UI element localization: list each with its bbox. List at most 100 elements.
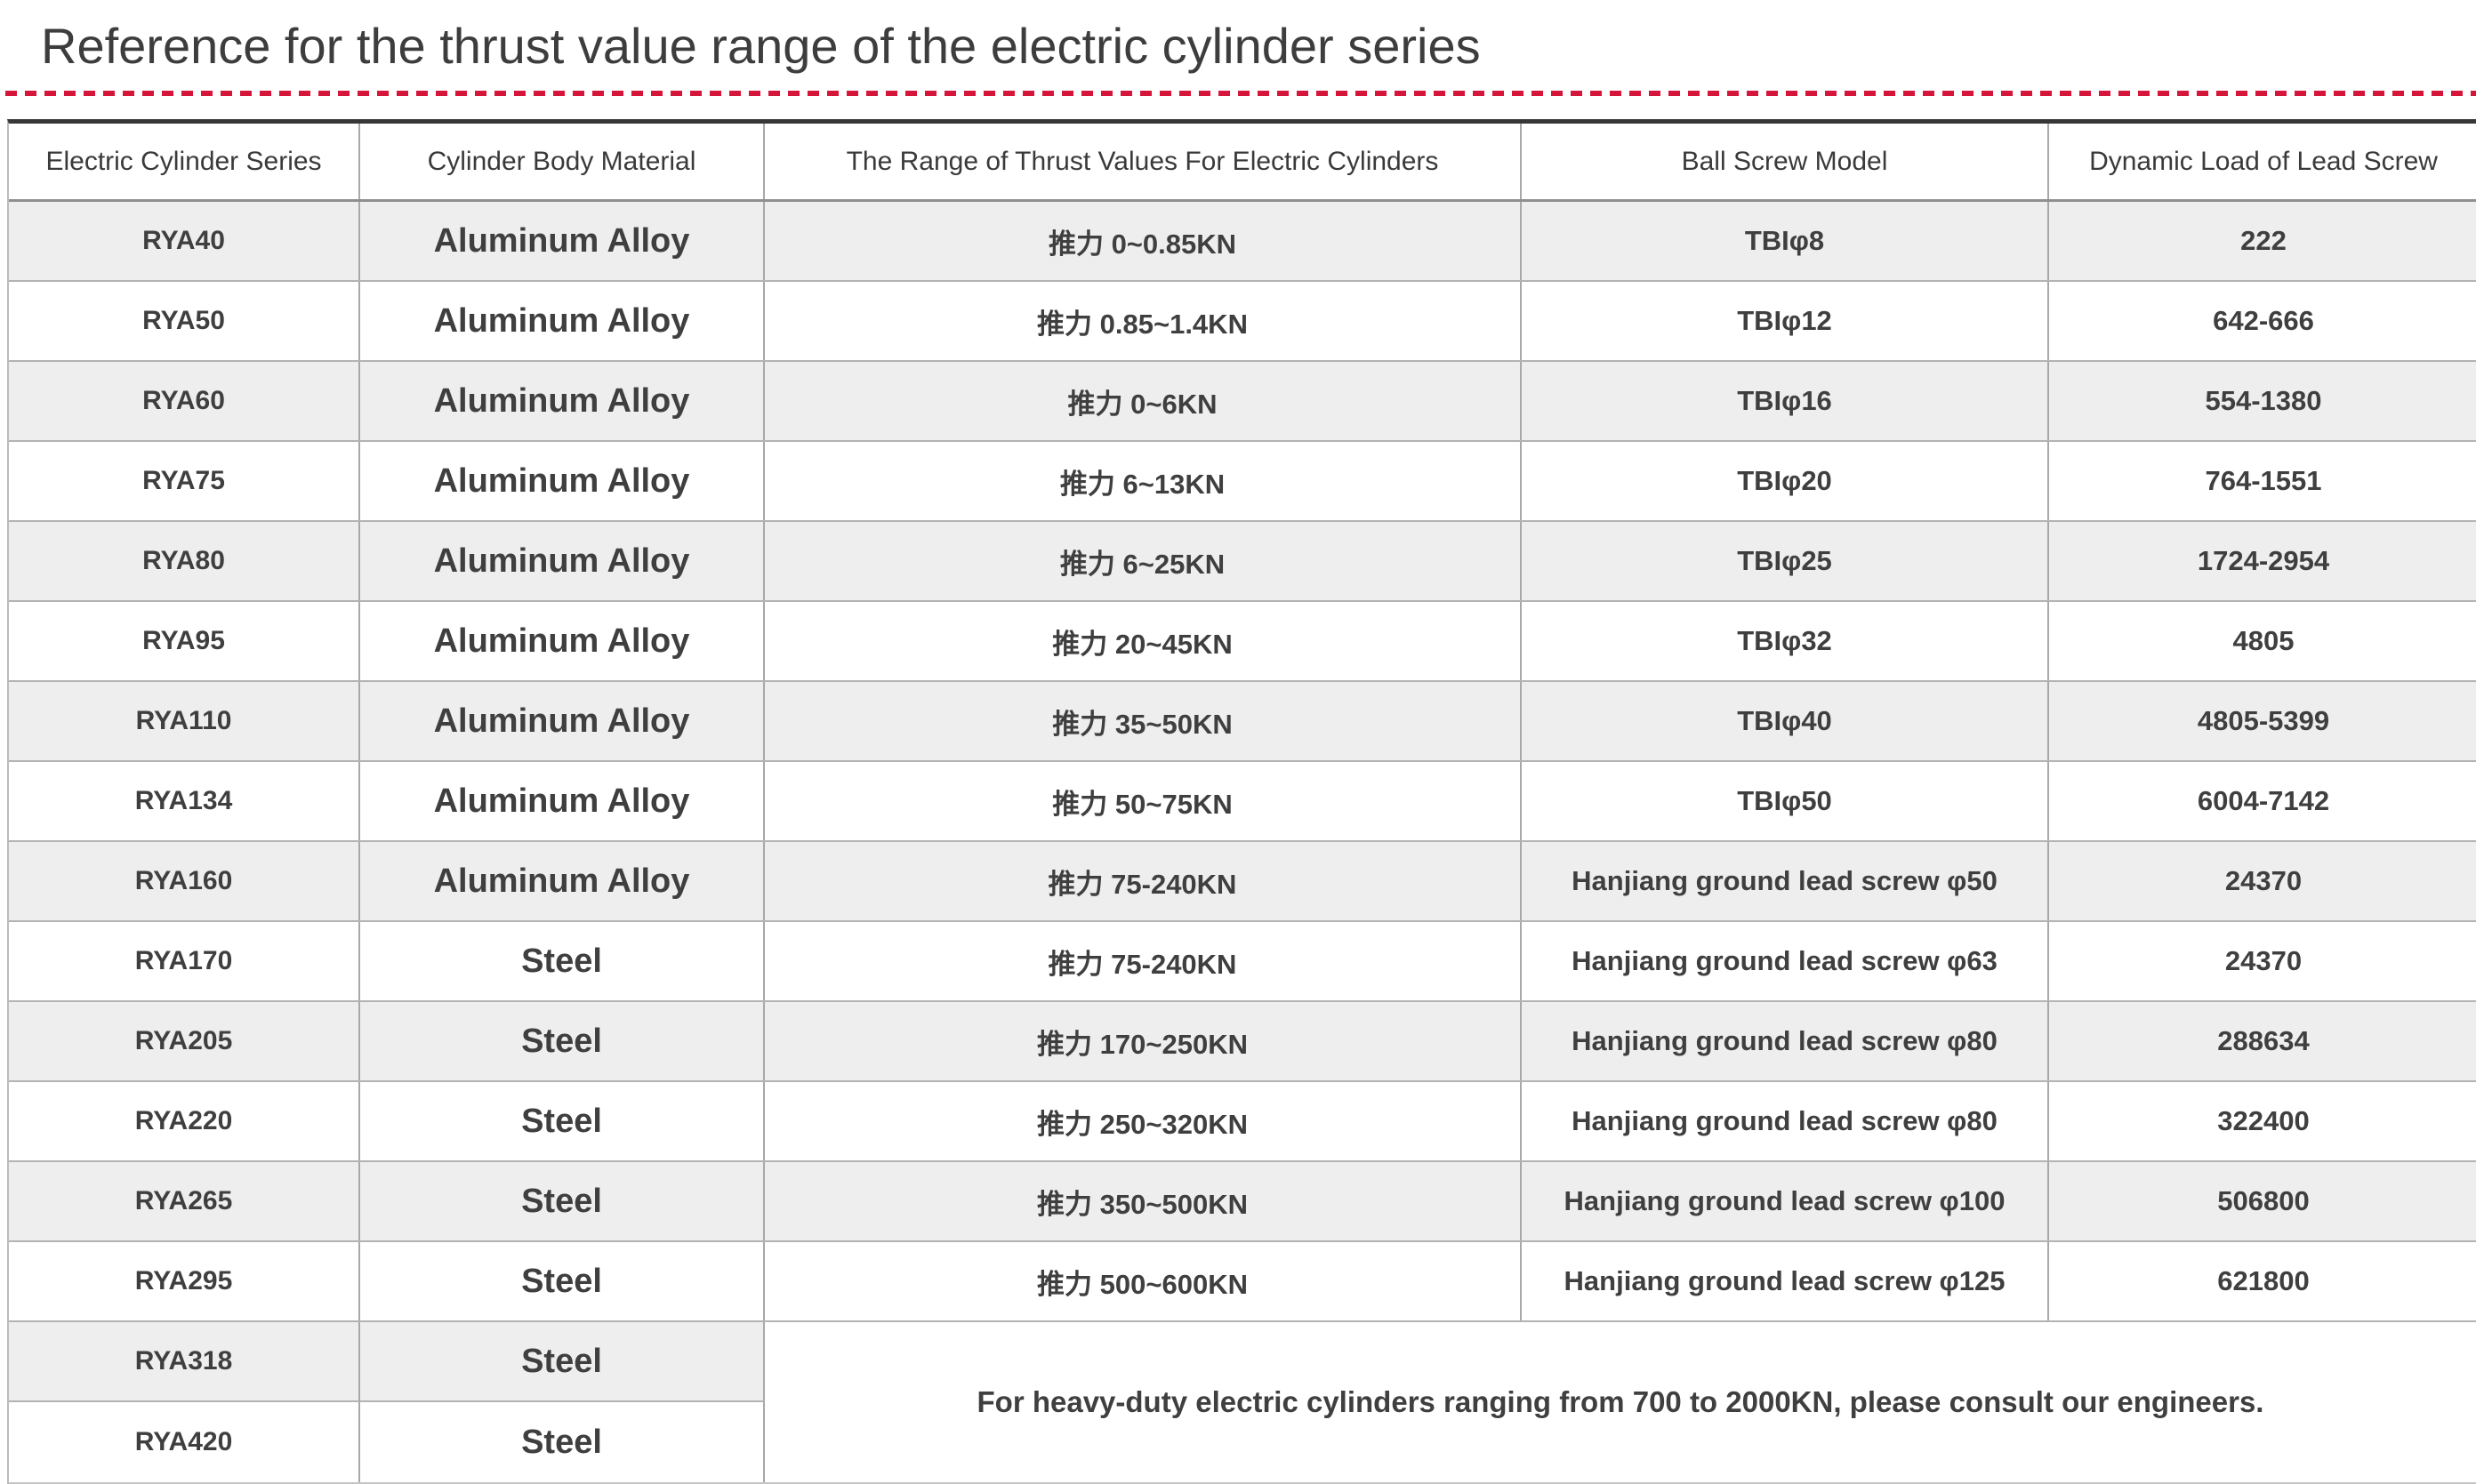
cell-thrust: 推力 250~320KN: [765, 1082, 1522, 1160]
table-row: RYA265 Steel 推力 350~500KN Hanjiang groun…: [9, 1162, 2476, 1242]
column-header-material: Cylinder Body Material: [360, 124, 765, 199]
cell-load: 4805-5399: [2197, 705, 2330, 736]
cell-material: Steel: [360, 922, 765, 1000]
cell-series: RYA60: [9, 362, 360, 440]
table-row: RYA160 Aluminum Alloy 推力 75-240KN Hanjia…: [9, 842, 2476, 922]
cell-material: Aluminum Alloy: [360, 202, 765, 280]
spec-table: Electric Cylinder Series Cylinder Body M…: [7, 119, 2476, 1484]
cell-thrust: 推力 0~0.85KN: [765, 202, 1522, 280]
table-row: RYA134 Aluminum Alloy 推力 50~75KN TBIφ50 …: [9, 762, 2476, 842]
cell-material: Aluminum Alloy: [360, 682, 765, 760]
table-row: RYA110 Aluminum Alloy 推力 35~50KN TBIφ40 …: [9, 682, 2476, 762]
cell-series: RYA110: [9, 682, 360, 760]
cell-series: RYA205: [9, 1002, 360, 1080]
table-row: RYA40 Aluminum Alloy 推力 0~0.85KN TBIφ8 2…: [9, 202, 2476, 282]
cell-series: RYA75: [9, 442, 360, 520]
cell-series: RYA295: [9, 1242, 360, 1320]
cell-material: Steel: [360, 1402, 765, 1482]
cell-thrust: 推力 75-240KN: [765, 922, 1522, 1000]
cell-screw: Hanjiang ground lead screw φ80: [1522, 1002, 2049, 1080]
table-row: RYA220 Steel 推力 250~320KN Hanjiang groun…: [9, 1082, 2476, 1162]
cell-material: Steel: [360, 1322, 765, 1402]
cell-load: 6004-7142: [2197, 785, 2330, 816]
cell-load: 24370: [2224, 945, 2303, 976]
cell-load: 764-1551: [2205, 465, 2322, 496]
cell-screw: Hanjiang ground lead screw φ125: [1522, 1242, 2049, 1320]
cell-load: 642-666: [2213, 305, 2314, 336]
table-row: RYA95 Aluminum Alloy 推力 20~45KN TBIφ32 4…: [9, 602, 2476, 682]
cell-screw: TBIφ40: [1522, 682, 2049, 760]
cell-series: RYA220: [9, 1082, 360, 1160]
cell-screw: Hanjiang ground lead screw φ100: [1522, 1162, 2049, 1240]
cell-load: 506800: [2217, 1185, 2310, 1216]
cell-material: Aluminum Alloy: [360, 282, 765, 360]
column-header-screw: Ball Screw Model: [1522, 124, 2049, 199]
table-header-row: Electric Cylinder Series Cylinder Body M…: [9, 124, 2476, 202]
cell-thrust: 推力 50~75KN: [765, 762, 1522, 840]
column-header-load: Dynamic Load of Lead Screw: [2089, 146, 2438, 176]
heavy-duty-note: For heavy-duty electric cylinders rangin…: [765, 1322, 2476, 1482]
cell-series: RYA160: [9, 842, 360, 920]
column-header-series: Electric Cylinder Series: [9, 124, 360, 199]
cell-load: 222: [2240, 225, 2287, 256]
cell-load: 621800: [2217, 1265, 2310, 1296]
cell-screw: TBIφ50: [1522, 762, 2049, 840]
cell-thrust: 推力 0.85~1.4KN: [765, 282, 1522, 360]
cell-screw: TBIφ20: [1522, 442, 2049, 520]
table-row: RYA295 Steel 推力 500~600KN Hanjiang groun…: [9, 1242, 2476, 1322]
cell-screw: TBIφ12: [1522, 282, 2049, 360]
cell-load: 4805: [2232, 625, 2295, 656]
table-row: RYA50 Aluminum Alloy 推力 0.85~1.4KN TBIφ1…: [9, 282, 2476, 362]
cell-load: 1724-2954: [2197, 545, 2330, 576]
table-row: RYA80 Aluminum Alloy 推力 6~25KN TBIφ25 17…: [9, 522, 2476, 602]
cell-material: Aluminum Alloy: [360, 442, 765, 520]
cell-series: RYA420: [9, 1402, 360, 1482]
cell-series: RYA134: [9, 762, 360, 840]
table-footer-rowgroup: RYA318 Steel For heavy-duty electric cyl…: [9, 1322, 2476, 1484]
cell-material: Steel: [360, 1242, 765, 1320]
cell-screw: Hanjiang ground lead screw φ50: [1522, 842, 2049, 920]
cell-screw: TBIφ8: [1522, 202, 2049, 280]
cell-screw: Hanjiang ground lead screw φ80: [1522, 1082, 2049, 1160]
cell-series: RYA170: [9, 922, 360, 1000]
cell-load: 554-1380: [2205, 385, 2322, 416]
cell-material: Aluminum Alloy: [360, 362, 765, 440]
cell-series: RYA50: [9, 282, 360, 360]
cell-load: 24370: [2224, 865, 2303, 896]
cell-thrust: 推力 0~6KN: [765, 362, 1522, 440]
cell-series: RYA318: [9, 1322, 360, 1402]
cell-screw: TBIφ32: [1522, 602, 2049, 680]
table-row: RYA205 Steel 推力 170~250KN Hanjiang groun…: [9, 1002, 2476, 1082]
cell-thrust: 推力 35~50KN: [765, 682, 1522, 760]
cell-material: Steel: [360, 1002, 765, 1080]
table-body: RYA40 Aluminum Alloy 推力 0~0.85KN TBIφ8 2…: [9, 202, 2476, 1322]
cell-thrust: 推力 170~250KN: [765, 1002, 1522, 1080]
cell-material: Aluminum Alloy: [360, 842, 765, 920]
column-header-thrust: The Range of Thrust Values For Electric …: [765, 124, 1522, 199]
cell-series: RYA80: [9, 522, 360, 600]
cell-screw: TBIφ25: [1522, 522, 2049, 600]
cell-load: 288634: [2217, 1025, 2310, 1056]
cell-screw: Hanjiang ground lead screw φ63: [1522, 922, 2049, 1000]
title-divider: [5, 91, 2476, 96]
cell-material: Aluminum Alloy: [360, 602, 765, 680]
cell-thrust: 推力 500~600KN: [765, 1242, 1522, 1320]
cell-series: RYA40: [9, 202, 360, 280]
table-row: RYA60 Aluminum Alloy 推力 0~6KN TBIφ16 554…: [9, 362, 2476, 442]
cell-load: 322400: [2217, 1105, 2310, 1136]
cell-thrust: 推力 6~13KN: [765, 442, 1522, 520]
cell-material: Steel: [360, 1082, 765, 1160]
page-title: Reference for the thrust value range of …: [41, 18, 1481, 74]
table-row: RYA75 Aluminum Alloy 推力 6~13KN TBIφ20 76…: [9, 442, 2476, 522]
cell-thrust: 推力 350~500KN: [765, 1162, 1522, 1240]
cell-series: RYA95: [9, 602, 360, 680]
cell-material: Aluminum Alloy: [360, 762, 765, 840]
cell-series: RYA265: [9, 1162, 360, 1240]
cell-thrust: 推力 6~25KN: [765, 522, 1522, 600]
cell-thrust: 推力 75-240KN: [765, 842, 1522, 920]
cell-material: Aluminum Alloy: [360, 522, 765, 600]
table-row: RYA170 Steel 推力 75-240KN Hanjiang ground…: [9, 922, 2476, 1002]
cell-material: Steel: [360, 1162, 765, 1240]
cell-thrust: 推力 20~45KN: [765, 602, 1522, 680]
